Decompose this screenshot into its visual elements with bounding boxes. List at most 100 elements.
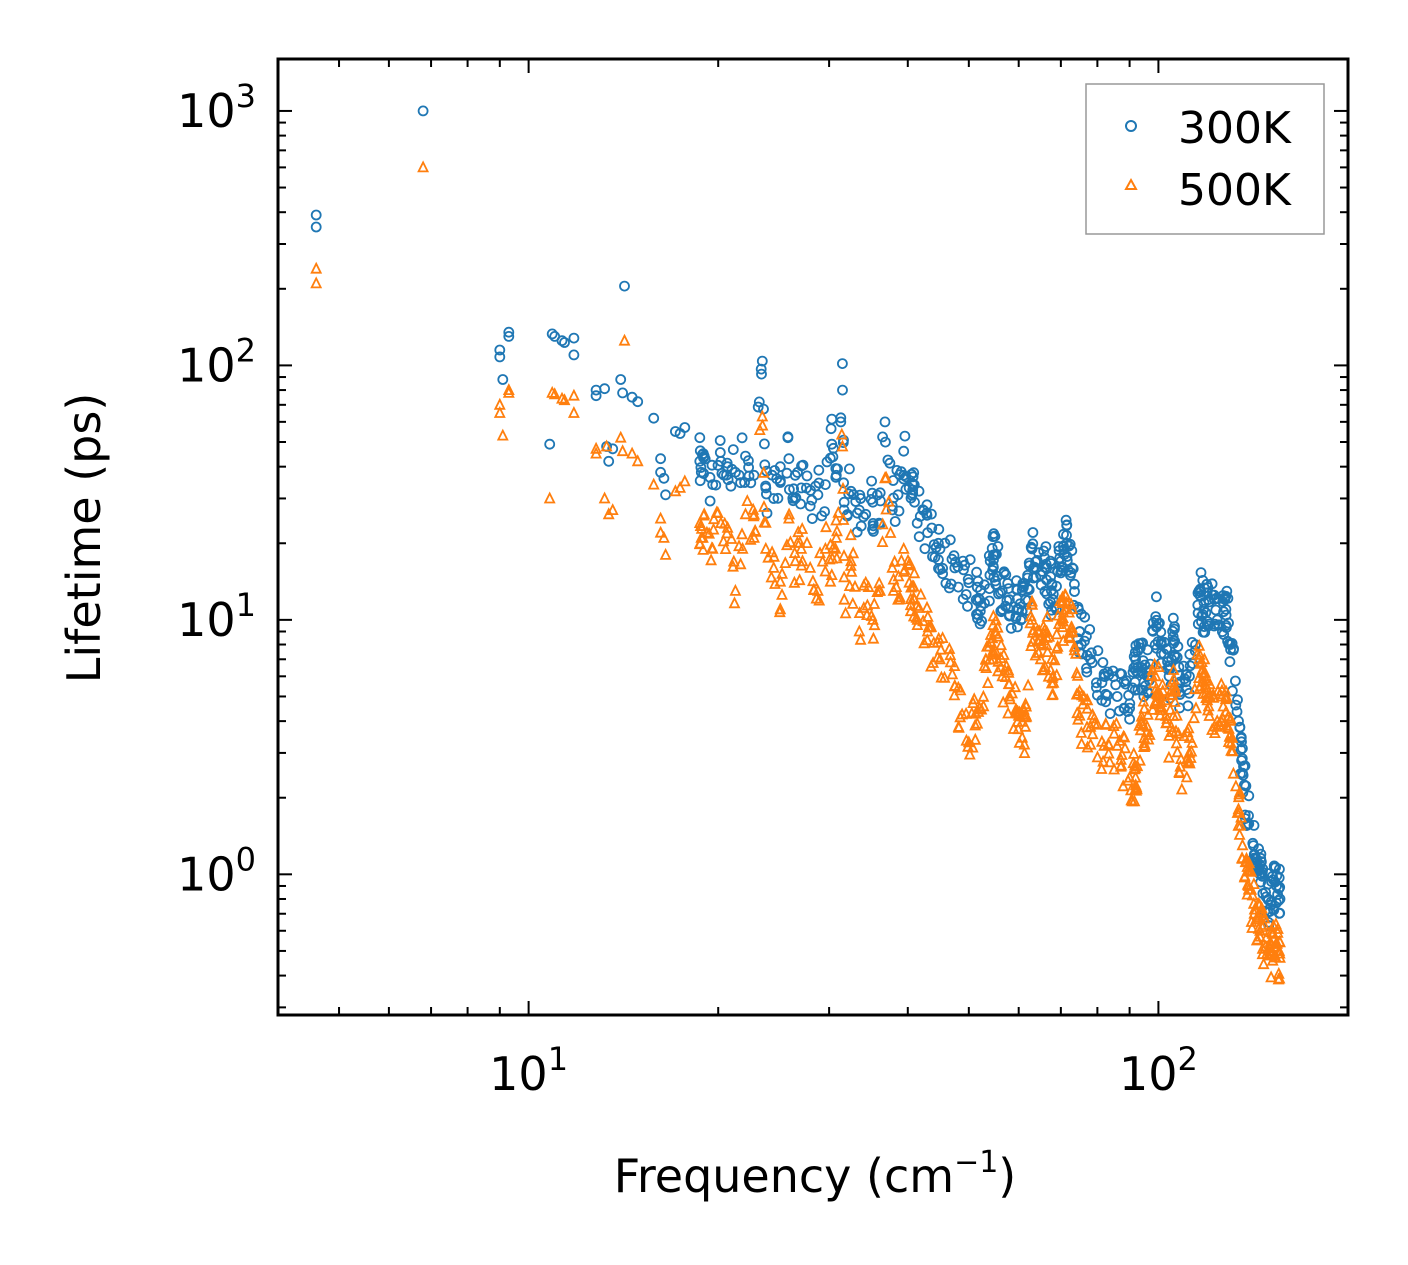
scatter-point-300k — [715, 455, 727, 467]
scatter-point-500k — [614, 430, 627, 443]
scatter-point-300k-cloud — [1271, 870, 1283, 882]
scatter-point-300k — [1141, 670, 1153, 682]
scatter-point-500k-cloud — [853, 606, 866, 618]
scatter-point-500k-cloud — [1227, 766, 1240, 779]
scatter-point-500k-cloud — [943, 641, 956, 654]
scatter-point-500k — [618, 333, 631, 346]
scatter-point-500k — [567, 388, 580, 401]
scatter-point-500k — [1129, 770, 1142, 783]
scatter-point-500k-cloud — [944, 648, 957, 661]
scatter-point-500k-cloud — [921, 609, 934, 622]
scatter-point-500k-cloud — [1075, 736, 1088, 749]
scatter-point-500k-cloud — [882, 494, 895, 507]
scatter-point-300k — [974, 594, 985, 606]
scatter-point-300k — [1066, 562, 1078, 574]
scatter-point-500k-cloud — [1115, 747, 1128, 760]
scatter-point-500k — [996, 669, 1009, 682]
scatter-point-300k-cloud — [962, 600, 973, 612]
scatter-point-300k-cloud — [782, 431, 794, 443]
scatter-point-500k — [892, 592, 904, 605]
scatter-point-500k-cloud — [1003, 677, 1016, 690]
scatter-point-300k-cloud — [1101, 690, 1113, 701]
scatter-point-300k-cloud — [722, 474, 734, 486]
scatter-point-500k — [1183, 745, 1196, 758]
scatter-point-300k-cloud — [1220, 590, 1232, 602]
scatter-point-300k-cloud — [1172, 641, 1184, 652]
scatter-point-300k-cloud — [1103, 669, 1115, 681]
scatter-point-300k-cloud — [974, 618, 986, 630]
scatter-point-500k — [548, 387, 561, 400]
scatter-point-500k — [1265, 948, 1278, 961]
scatter-point-500k — [654, 525, 667, 538]
y-tick-label-base: 10 — [177, 84, 236, 138]
scatter-point-500k-cloud — [1271, 921, 1284, 934]
scatter-point-300k — [756, 355, 768, 367]
scatter-point-500k-cloud — [793, 573, 806, 586]
scatter-point-500k-cloud — [801, 536, 813, 548]
scatter-point-500k-cloud — [1183, 730, 1196, 743]
scatter-point-500k-cloud — [843, 579, 856, 591]
scatter-point-500k-cloud — [748, 507, 761, 520]
scatter-point-500k-cloud — [717, 534, 730, 547]
scatter-point-500k-cloud — [1220, 704, 1233, 717]
scatter-point-300k — [768, 493, 780, 504]
scatter-point-500k-cloud — [827, 540, 840, 553]
legend-500k-label: 500K — [1178, 165, 1292, 216]
scatter-point-500k — [962, 735, 975, 748]
scatter-point-500k-cloud — [1117, 779, 1130, 792]
scatter-point-500k-cloud — [830, 551, 843, 564]
scatter-point-300k — [804, 500, 816, 512]
scatter-point-300k-cloud — [1237, 743, 1248, 754]
scatter-point-500k-cloud — [936, 631, 949, 643]
scatter-point-500k — [739, 507, 752, 520]
scatter-point-500k-cloud — [1208, 726, 1221, 738]
scatter-point-300k-cloud — [704, 495, 716, 507]
scatter-point-500k-cloud — [736, 527, 748, 540]
scatter-point-500k-cloud — [1066, 620, 1078, 633]
scatter-point-500k — [789, 554, 802, 567]
scatter-point-500k-cloud — [867, 631, 880, 644]
scatter-point-300k-cloud — [1256, 870, 1268, 882]
scatter-point-300k-cloud — [837, 358, 848, 370]
scatter-point-500k-cloud — [857, 600, 870, 613]
scatter-point-500k-cloud — [756, 418, 769, 431]
scatter-point-500k-cloud — [1041, 609, 1054, 622]
scatter-point-500k-cloud — [783, 507, 796, 520]
scatter-point-300k-cloud — [825, 423, 837, 435]
scatter-point-500k — [714, 516, 727, 528]
series-300k-points — [310, 105, 1286, 931]
scatter-point-300k — [1111, 691, 1123, 702]
scatter-point-300k-cloud — [838, 477, 849, 489]
scatter-point-500k — [1111, 738, 1124, 751]
scatter-point-500k-cloud — [1229, 779, 1242, 792]
scatter-point-500k-cloud — [791, 535, 804, 548]
scatter-point-300k-cloud — [813, 477, 825, 489]
scatter-point-300k-cloud — [835, 416, 847, 428]
scatter-point-500k — [1003, 689, 1016, 702]
scatter-point-300k — [1202, 594, 1214, 606]
scatter-point-500k-cloud — [1086, 707, 1099, 720]
scatter-point-300k — [655, 466, 666, 478]
scatter-point-500k-cloud — [1168, 694, 1181, 707]
scatter-point-500k — [1211, 714, 1224, 726]
scatter-point-500k-cloud — [711, 506, 724, 518]
scatter-point-300k — [1211, 614, 1223, 626]
scatter-point-300k — [1271, 880, 1282, 892]
scatter-point-300k-cloud — [735, 477, 746, 489]
scatter-point-300k — [568, 349, 580, 361]
scatter-point-300k — [1055, 555, 1067, 567]
scatter-point-500k — [558, 393, 571, 406]
y-tick-label-exp: 3 — [236, 77, 256, 115]
scatter-point-300k-cloud — [1124, 698, 1136, 709]
scatter-point-500k-cloud — [904, 598, 917, 611]
scatter-point-300k — [1248, 848, 1260, 860]
scatter-point-300k-cloud — [1213, 619, 1225, 631]
scatter-point-500k-cloud — [1131, 759, 1144, 772]
scatter-point-500k-cloud — [1202, 699, 1215, 712]
scatter-point-500k-cloud — [1077, 689, 1090, 702]
scatter-point-500k — [983, 652, 996, 665]
scatter-point-300k-cloud — [911, 517, 923, 529]
scatter-point-500k-cloud — [734, 557, 747, 570]
scatter-point-500k-cloud — [1265, 970, 1278, 983]
scatter-point-500k — [819, 541, 832, 554]
